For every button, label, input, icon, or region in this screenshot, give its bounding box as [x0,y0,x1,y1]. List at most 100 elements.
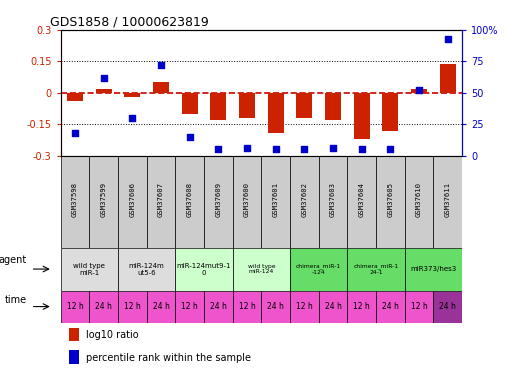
Point [329,145,337,151]
Bar [382,93,398,130]
Text: wild type
miR-1: wild type miR-1 [73,262,105,276]
Text: 24 h: 24 h [210,302,227,311]
Bar [261,291,290,322]
Text: 12 h: 12 h [67,302,83,311]
Bar [118,291,147,322]
Bar [354,93,370,139]
Bar [204,291,233,322]
Bar [175,248,233,291]
Bar [125,93,140,97]
Bar [440,63,456,93]
Bar [411,88,427,93]
Text: 12 h: 12 h [124,302,141,311]
Bar [211,93,226,120]
Bar [175,291,204,322]
Text: time: time [4,294,26,304]
Text: GSM37605: GSM37605 [388,182,393,217]
Text: miR-124mut9-1
0: miR-124mut9-1 0 [177,262,231,276]
Text: GDS1858 / 10000623819: GDS1858 / 10000623819 [50,15,209,28]
Text: 12 h: 12 h [181,302,198,311]
Text: miR-124m
ut5-6: miR-124m ut5-6 [129,262,165,276]
Point [71,130,79,136]
Bar [325,93,341,120]
Bar [96,88,111,93]
Text: wild type
miR-124: wild type miR-124 [248,264,275,274]
Bar [233,156,261,248]
Bar [89,291,118,322]
Point [271,146,280,152]
Bar [268,93,284,133]
Text: 24 h: 24 h [439,302,456,311]
Text: GSM37604: GSM37604 [359,182,365,217]
Text: 24 h: 24 h [382,302,399,311]
Bar [347,291,376,322]
Bar [61,291,89,322]
Bar [175,156,204,248]
Text: GSM37610: GSM37610 [416,182,422,217]
Bar [319,291,347,322]
Bar [147,291,175,322]
Text: GSM37599: GSM37599 [101,182,107,217]
Bar [433,156,462,248]
Text: 24 h: 24 h [153,302,169,311]
Point [157,62,165,68]
Bar [204,156,233,248]
Bar [376,156,404,248]
Bar [261,156,290,248]
Bar [147,156,175,248]
Text: agent: agent [0,255,26,265]
Point [185,134,194,140]
Bar [239,93,255,118]
Text: 24 h: 24 h [95,302,112,311]
Text: miR373/hes3: miR373/hes3 [410,266,457,272]
Bar [347,156,376,248]
Text: log10 ratio: log10 ratio [86,330,138,340]
Bar [404,248,462,291]
Text: chimera_miR-1
-124: chimera_miR-1 -124 [296,263,341,275]
Text: 24 h: 24 h [267,302,284,311]
Bar [233,291,261,322]
Bar [404,156,433,248]
Bar [290,156,319,248]
Text: 24 h: 24 h [325,302,342,311]
Text: GSM37598: GSM37598 [72,182,78,217]
Text: 12 h: 12 h [296,302,313,311]
Text: GSM37608: GSM37608 [187,182,193,217]
Bar [376,291,404,322]
Bar [297,93,312,118]
Text: GSM37609: GSM37609 [215,182,221,217]
Bar [233,248,290,291]
Bar [182,93,197,114]
Text: 12 h: 12 h [353,302,370,311]
Text: GSM37603: GSM37603 [330,182,336,217]
Text: GSM37607: GSM37607 [158,182,164,217]
Text: GSM37600: GSM37600 [244,182,250,217]
Text: GSM37602: GSM37602 [301,182,307,217]
Bar [290,291,319,322]
Point [386,146,394,152]
Point [128,115,137,121]
Bar [433,291,462,322]
Bar [67,93,83,101]
Point [357,146,366,152]
Text: chimera_miR-1
24-1: chimera_miR-1 24-1 [353,263,399,275]
Bar [89,156,118,248]
Bar [153,82,169,93]
Bar [69,350,79,364]
Text: 12 h: 12 h [411,302,427,311]
Point [444,36,452,42]
Text: GSM37601: GSM37601 [272,182,279,217]
Bar [347,248,404,291]
Point [99,75,108,81]
Bar [290,248,347,291]
Bar [404,291,433,322]
Bar [118,156,147,248]
Text: percentile rank within the sample: percentile rank within the sample [86,352,251,363]
Point [415,87,423,93]
Point [243,145,251,151]
Point [214,146,223,152]
Bar [319,156,347,248]
Text: GSM37606: GSM37606 [129,182,135,217]
Bar [61,248,118,291]
Point [300,146,308,152]
